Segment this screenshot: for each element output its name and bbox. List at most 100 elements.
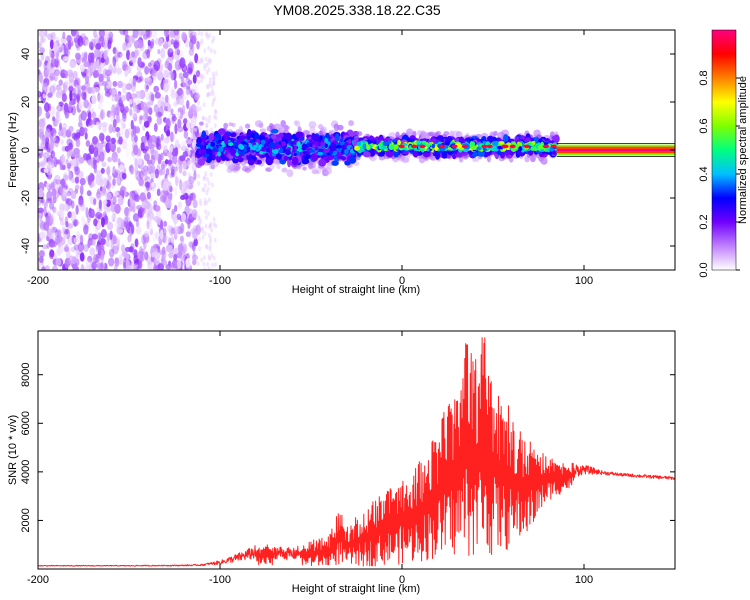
signal-halo-blob: [321, 166, 327, 173]
signal-blob: [285, 135, 292, 142]
noise-blob: [90, 157, 96, 168]
signal-halo-blob: [421, 131, 429, 139]
noise-blob: [63, 228, 69, 235]
signal-core-blob: [237, 150, 242, 154]
noise-blob: [155, 142, 159, 150]
noise-blob: [67, 211, 73, 219]
noise-blob: [93, 218, 98, 227]
signal-core-blob: [316, 151, 324, 156]
noise-blob: [87, 175, 93, 186]
noise-blob: [173, 41, 180, 49]
noise-blob: [191, 31, 197, 38]
signal-blob: [278, 132, 284, 138]
noise-blob: [191, 127, 198, 133]
noise-blob: [106, 69, 113, 75]
noise-blob: [60, 72, 66, 79]
noise-blob: [154, 91, 161, 99]
noise-blob: [47, 33, 53, 41]
snr-x-label: Height of straight line (km): [292, 583, 420, 595]
noise-blob: [82, 127, 88, 133]
noise-blob: [93, 198, 97, 206]
noise-blob: [57, 104, 61, 111]
noise-blob: [72, 153, 79, 159]
noise-blob: [87, 52, 93, 64]
noise-blob: [200, 56, 204, 62]
noise-blob: [212, 74, 216, 80]
signal-blob: [456, 150, 463, 158]
noise-blob: [97, 102, 103, 111]
noise-blob: [107, 39, 112, 50]
noise-blob: [200, 38, 204, 44]
signal-blob: [412, 149, 419, 158]
noise-blob: [114, 222, 119, 228]
noise-blob: [178, 163, 183, 174]
noise-blob: [183, 111, 190, 120]
noise-blob: [117, 94, 121, 101]
noise-blob: [97, 248, 102, 256]
noise-blob: [143, 153, 150, 162]
noise-blob: [135, 90, 141, 99]
noise-blob: [53, 156, 58, 168]
noise-blob: [212, 81, 216, 87]
noise-blob: [45, 141, 49, 150]
noise-blob: [202, 187, 206, 193]
noise-blob: [101, 217, 105, 228]
signal-core-blob: [205, 148, 213, 155]
noise-blob: [146, 215, 152, 225]
noise-blob: [151, 38, 155, 46]
noise-blob: [126, 49, 131, 61]
noise-blob: [159, 96, 166, 103]
signal-peak-blob: [509, 144, 516, 149]
noise-blob: [129, 196, 136, 207]
signal-halo-blob: [269, 122, 274, 129]
noise-blob: [205, 92, 209, 98]
noise-blob: [140, 141, 145, 152]
noise-blob: [201, 115, 205, 121]
noise-blob: [204, 223, 208, 229]
noise-blob: [39, 219, 44, 229]
noise-blob: [38, 262, 41, 270]
noise-blob: [205, 190, 209, 196]
noise-blob: [51, 116, 56, 122]
noise-blob: [128, 35, 133, 43]
signal-core-blob: [281, 140, 286, 147]
noise-blob: [180, 222, 185, 234]
noise-blob: [203, 48, 207, 54]
signal-core-blob: [233, 141, 238, 147]
noise-blob: [75, 138, 81, 148]
noise-blob: [132, 77, 136, 87]
signal-halo-blob: [273, 123, 282, 130]
noise-blob: [88, 144, 95, 155]
noise-blob: [50, 213, 55, 224]
noise-blob: [205, 122, 209, 128]
signal-halo-blob: [286, 169, 294, 178]
noise-blob: [207, 66, 211, 72]
signal-halo-blob: [244, 123, 251, 129]
signal-blob: [341, 156, 346, 161]
line-band-peak: [556, 149, 675, 151]
noise-blob: [174, 79, 178, 90]
noise-blob: [143, 230, 150, 238]
signal-core-blob: [323, 147, 330, 153]
noise-blob: [107, 175, 112, 182]
noise-blob: [204, 31, 208, 37]
signal-core-blob: [482, 140, 487, 144]
noise-blob: [160, 219, 164, 230]
noise-blob: [79, 177, 86, 186]
signal-core-blob: [382, 141, 390, 147]
noise-blob: [181, 159, 187, 171]
noise-blob: [100, 262, 104, 270]
noise-blob: [103, 177, 108, 187]
noise-blob: [61, 226, 65, 234]
noise-blob: [97, 92, 101, 102]
noise-blob: [163, 82, 170, 93]
noise-blob: [117, 158, 121, 166]
noise-blob: [202, 255, 206, 261]
noise-blob: [169, 172, 174, 179]
signal-core-blob: [290, 140, 295, 145]
noise-blob: [207, 266, 211, 270]
noise-blob: [123, 206, 130, 217]
signal-peak-blob: [551, 144, 558, 149]
noise-blob: [192, 251, 196, 259]
